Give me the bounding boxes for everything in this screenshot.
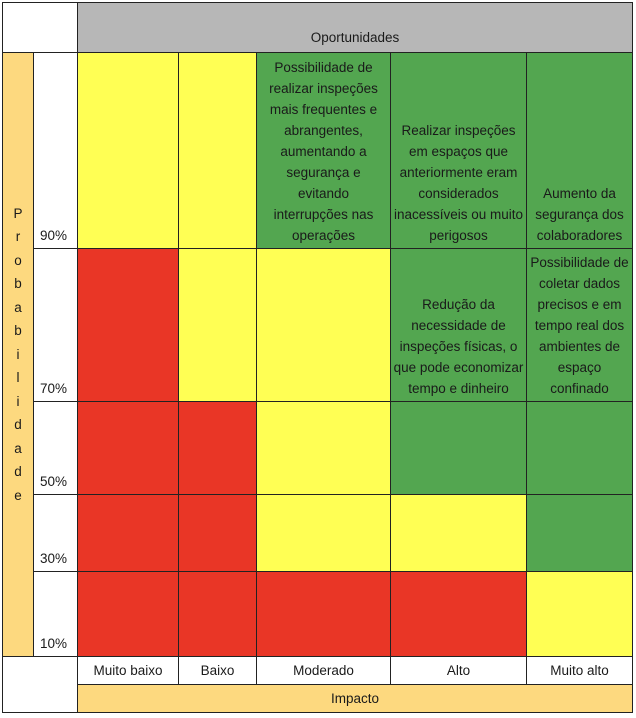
x-axis-title: Impacto	[76, 684, 634, 713]
impact-label-baixo: Baixo	[178, 656, 257, 685]
probability-label-90: 90%	[33, 52, 78, 249]
matrix-cell	[178, 571, 257, 657]
opportunity-cell: Possibilidade de realizar inspeções mais…	[256, 52, 391, 249]
matrix-cell	[256, 401, 391, 495]
bottom-corner-cell	[2, 656, 78, 713]
header-title: Oportunidades	[76, 2, 634, 53]
impact-label-muito-alto: Muito alto	[525, 656, 634, 685]
y-axis-letter: i	[16, 346, 20, 362]
matrix-cell	[77, 52, 179, 249]
matrix-cell	[256, 494, 391, 572]
matrix-cell	[77, 248, 179, 402]
y-axis-letter: l	[16, 370, 20, 386]
matrix-cell	[256, 571, 391, 657]
impact-label-moderado: Moderado	[256, 656, 391, 685]
corner-cell	[2, 2, 78, 53]
y-axis-letter: i	[16, 393, 20, 409]
y-axis-letter: a	[14, 440, 22, 456]
matrix-cell	[77, 494, 179, 572]
y-axis-letter: b	[14, 276, 22, 292]
probability-label-70: 70%	[33, 248, 78, 402]
matrix-cell	[525, 571, 634, 657]
matrix-cell	[77, 401, 179, 495]
y-axis-letter: b	[14, 323, 22, 339]
y-axis-letter: d	[14, 464, 22, 480]
y-axis-letter: d	[14, 417, 22, 433]
probability-label-50: 50%	[33, 401, 78, 495]
matrix-cell	[178, 248, 257, 402]
y-axis-letter: P	[13, 205, 23, 221]
matrix-cell	[390, 401, 527, 495]
matrix-cell	[256, 248, 391, 402]
y-axis-letter: o	[14, 252, 22, 268]
matrix-cell	[77, 571, 179, 657]
matrix-cell	[525, 494, 634, 572]
matrix-cell	[178, 401, 257, 495]
y-axis-letter: a	[14, 299, 22, 315]
matrix-cell	[178, 494, 257, 572]
matrix-cell	[390, 494, 527, 572]
opportunity-cell: Aumento da segurança dos colaboradores	[525, 52, 634, 249]
y-axis-letter: e	[14, 487, 22, 503]
matrix-cell	[178, 52, 257, 249]
y-axis-letter: r	[15, 229, 21, 245]
impact-label-muito-baixo: Muito baixo	[77, 656, 179, 685]
opportunity-cell: Possibilidade de coletar dados precisos …	[525, 248, 634, 402]
opportunity-cell: Realizar inspeções em espaços que anteri…	[390, 52, 527, 249]
probability-label-10: 10%	[33, 571, 78, 657]
matrix-cell	[525, 401, 634, 495]
impact-label-alto: Alto	[390, 656, 527, 685]
y-axis-title: P r o b a b i l i d a d e	[2, 52, 34, 657]
matrix-cell	[390, 571, 527, 657]
opportunity-cell: Redução da necessidade de inspeções físi…	[390, 248, 527, 402]
probability-label-30: 30%	[33, 494, 78, 572]
